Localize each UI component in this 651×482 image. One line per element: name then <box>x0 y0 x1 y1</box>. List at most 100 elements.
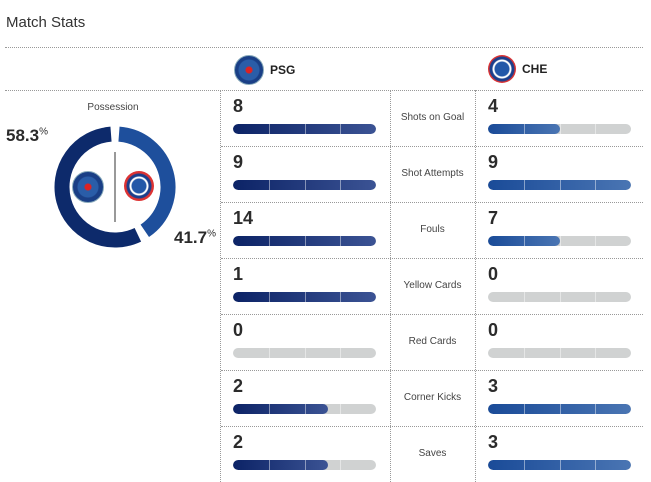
bar-segment <box>304 348 306 358</box>
home-stat-bar <box>233 124 376 134</box>
bar-segment <box>559 292 561 302</box>
column-divider <box>475 90 476 482</box>
bar-segment <box>559 236 561 246</box>
stat-label: Shot Attempts <box>401 168 464 179</box>
home-stat: 0 <box>221 314 390 370</box>
home-stat-bar <box>233 292 376 302</box>
stat-label-cell: Fouls <box>390 202 475 258</box>
possession-label: Possession <box>87 102 139 113</box>
home-stat-value: 1 <box>233 264 244 284</box>
psg-crest-icon <box>72 171 104 203</box>
bar-segment <box>340 348 342 358</box>
unit: % <box>207 228 216 240</box>
bar-segment <box>304 236 306 246</box>
bar-segment <box>595 180 597 190</box>
bar-segment <box>268 348 270 358</box>
stat-label-cell: Red Cards <box>390 314 475 370</box>
home-bar-fill <box>233 292 376 302</box>
away-bar-fill <box>488 124 560 134</box>
bar-segment <box>559 460 561 470</box>
home-stat-bar <box>233 348 376 358</box>
home-bar-fill <box>233 404 329 414</box>
away-stat-value: 9 <box>488 152 499 172</box>
away-stat-value: 0 <box>488 264 499 284</box>
away-stat: 3 <box>476 426 645 482</box>
away-stat-bar <box>488 124 631 134</box>
away-stat-bar <box>488 348 631 358</box>
home-stat-value: 8 <box>233 96 244 116</box>
away-stat: 0 <box>476 314 645 370</box>
away-bar-fill <box>488 180 631 190</box>
bar-segment <box>523 460 525 470</box>
stat-label-cell: Saves <box>390 426 475 482</box>
column-divider <box>220 90 221 482</box>
stat-label: Fouls <box>420 224 445 235</box>
stat-label-cell: Shots on Goal <box>390 90 475 146</box>
bar-segment <box>523 348 525 358</box>
home-bar-fill <box>233 180 376 190</box>
possession-donut <box>54 126 176 248</box>
away-bar-fill <box>488 404 631 414</box>
home-possession-arc <box>54 126 142 248</box>
row-divider <box>221 258 643 259</box>
psg-crest-icon <box>234 55 264 85</box>
home-stat: 8 <box>221 90 390 146</box>
stat-label-cell: Yellow Cards <box>390 258 475 314</box>
row-divider <box>221 370 643 371</box>
column-divider <box>390 90 391 482</box>
team-header-psg: PSG <box>234 55 295 85</box>
row-divider <box>221 426 643 427</box>
home-stat-bar <box>233 404 376 414</box>
stat-label-cell: Corner Kicks <box>390 370 475 426</box>
home-stat-bar <box>233 460 376 470</box>
bar-segment <box>340 236 342 246</box>
home-stat: 1 <box>221 258 390 314</box>
bar-segment <box>304 124 306 134</box>
team-name: PSG <box>270 63 296 77</box>
row-divider <box>221 314 643 315</box>
home-stat: 9 <box>221 146 390 202</box>
divider <box>5 47 643 48</box>
stat-label: Saves <box>418 448 447 459</box>
home-bar-fill <box>233 236 376 246</box>
home-stat: 2 <box>221 426 390 482</box>
away-bar-fill <box>488 460 631 470</box>
away-stat-value: 3 <box>488 432 499 452</box>
bar-segment <box>340 404 342 414</box>
divider <box>5 90 643 91</box>
bar-segment <box>268 180 270 190</box>
home-stat: 14 <box>221 202 390 258</box>
bar-segment <box>304 292 306 302</box>
bar-segment <box>268 460 270 470</box>
bar-segment <box>340 460 342 470</box>
team-header-che: CHE <box>488 55 547 83</box>
bar-segment <box>523 236 525 246</box>
away-stat-value: 3 <box>488 376 499 396</box>
away-possession: 41.7% <box>174 228 216 248</box>
away-stat-value: 0 <box>488 320 499 340</box>
bar-segment <box>304 404 306 414</box>
away-stat: 9 <box>476 146 645 202</box>
home-bar-fill <box>233 460 329 470</box>
home-stat: 2 <box>221 370 390 426</box>
away-stat-value: 4 <box>488 96 499 116</box>
bar-segment <box>559 180 561 190</box>
home-stat-value: 2 <box>233 376 244 396</box>
away-stat-bar <box>488 404 631 414</box>
bar-segment <box>523 292 525 302</box>
away-stat-bar <box>488 180 631 190</box>
stat-label: Shots on Goal <box>400 112 465 123</box>
home-possession-value: 58.3 <box>6 126 40 145</box>
bar-segment <box>595 348 597 358</box>
bar-segment <box>523 124 525 134</box>
bar-segment <box>523 180 525 190</box>
stat-label: Red Cards <box>408 336 457 347</box>
away-stat-bar <box>488 460 631 470</box>
away-stat: 4 <box>476 90 645 146</box>
away-stat: 3 <box>476 370 645 426</box>
team-name: CHE <box>522 62 548 76</box>
stat-label: Corner Kicks <box>403 392 462 403</box>
away-bar-fill <box>488 236 560 246</box>
home-stat-value: 9 <box>233 152 244 172</box>
bar-segment <box>268 404 270 414</box>
